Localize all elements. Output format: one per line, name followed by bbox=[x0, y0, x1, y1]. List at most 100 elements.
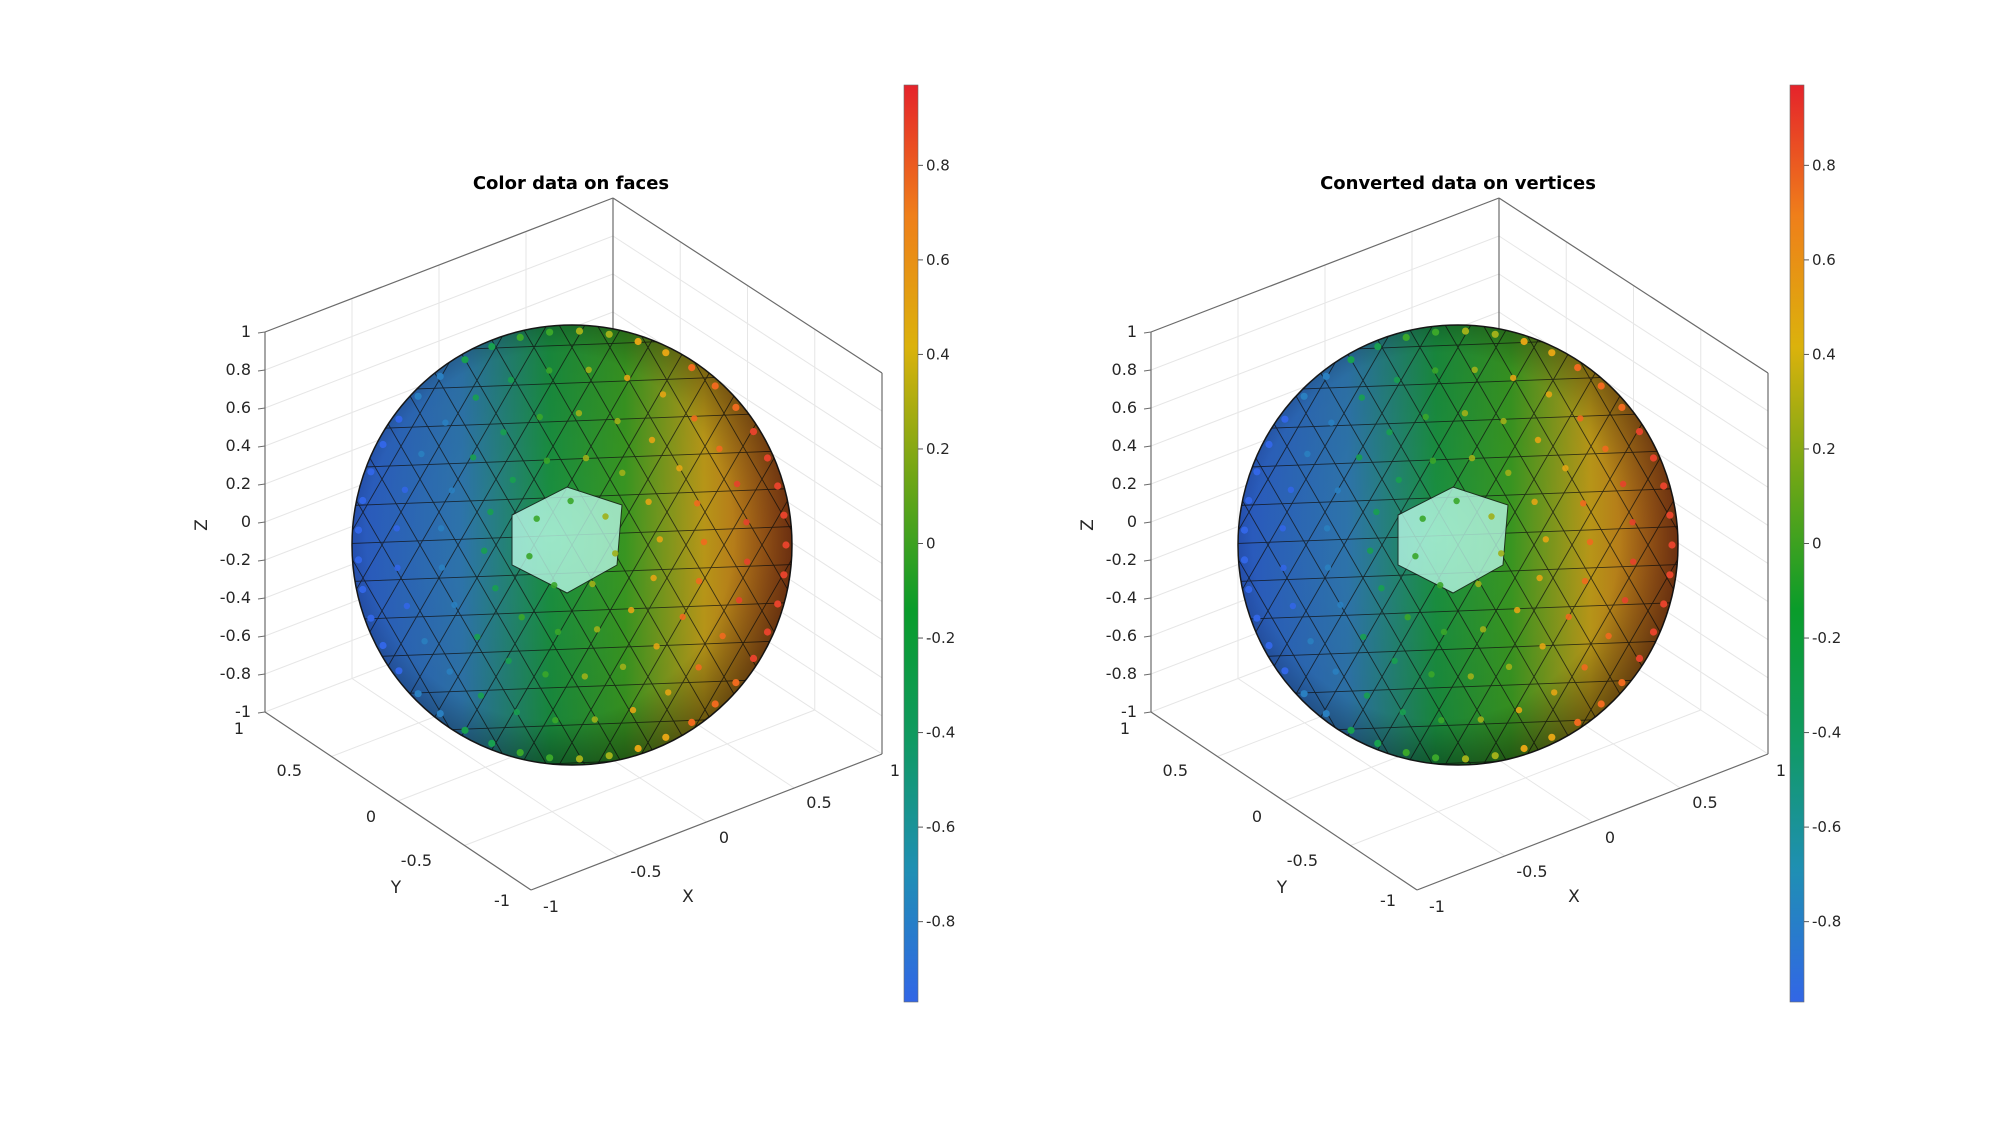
data-marker bbox=[1581, 664, 1588, 671]
data-marker bbox=[1304, 450, 1311, 458]
data-marker bbox=[1565, 613, 1572, 621]
x-tick-label: 0 bbox=[1605, 828, 1615, 847]
data-marker bbox=[418, 450, 425, 458]
data-marker bbox=[1498, 550, 1505, 557]
z-tick-mark bbox=[1143, 521, 1152, 524]
z-tick-mark bbox=[1143, 445, 1152, 448]
data-marker bbox=[582, 454, 590, 462]
z-tick-mark bbox=[257, 711, 266, 714]
colorbar-tick-label: -0.6 bbox=[1812, 818, 1841, 836]
data-marker bbox=[648, 436, 656, 444]
z-tick-mark bbox=[1143, 407, 1152, 410]
data-marker bbox=[1323, 525, 1331, 532]
colorbar-tick-label: 0.6 bbox=[1812, 251, 1836, 269]
z-tick-label: 0.8 bbox=[1112, 360, 1137, 379]
data-marker bbox=[1347, 356, 1355, 364]
y-tick-label: 0 bbox=[366, 807, 376, 826]
data-marker bbox=[585, 366, 592, 373]
mesh-line bbox=[1198, 905, 1718, 925]
z-tick-label: -0.4 bbox=[1106, 588, 1137, 607]
colorbar-tick-label: -0.4 bbox=[1812, 724, 1841, 742]
z-tick-label: -0.6 bbox=[1106, 626, 1137, 645]
data-marker bbox=[1438, 717, 1445, 724]
colorbar-tick-label: 0.4 bbox=[926, 345, 950, 363]
data-marker bbox=[749, 428, 758, 436]
data-marker bbox=[602, 513, 609, 520]
data-marker bbox=[1586, 538, 1594, 546]
axis-line bbox=[264, 711, 532, 891]
x-tick-label: 0.5 bbox=[1692, 793, 1717, 812]
sphere-shading bbox=[352, 325, 792, 765]
z-tick-mark bbox=[257, 521, 266, 524]
data-marker bbox=[1356, 454, 1363, 461]
data-marker bbox=[782, 541, 790, 549]
data-marker bbox=[1510, 374, 1517, 382]
mesh-line bbox=[42, 285, 342, 805]
x-tick-label: -0.5 bbox=[1516, 862, 1547, 881]
data-marker bbox=[367, 468, 375, 476]
data-marker bbox=[487, 508, 494, 516]
data-marker bbox=[526, 553, 533, 560]
colorbar-gradient bbox=[903, 84, 919, 1003]
data-marker bbox=[711, 700, 719, 708]
data-marker bbox=[1461, 327, 1470, 335]
data-marker bbox=[662, 733, 670, 741]
y-tick-label: -0.5 bbox=[1287, 851, 1318, 870]
data-marker bbox=[354, 556, 363, 564]
data-marker bbox=[589, 580, 596, 588]
z-tick-label: -0.8 bbox=[220, 664, 251, 683]
data-marker bbox=[1666, 571, 1674, 579]
data-marker bbox=[554, 628, 562, 636]
grid-line bbox=[464, 709, 815, 846]
z-tick-mark bbox=[257, 407, 266, 410]
z-tick-mark bbox=[1143, 331, 1152, 334]
data-marker bbox=[1477, 716, 1485, 723]
data-marker bbox=[1580, 500, 1587, 507]
data-marker bbox=[1300, 392, 1308, 400]
data-marker bbox=[500, 429, 507, 436]
sphere-left bbox=[42, 259, 832, 805]
data-marker bbox=[691, 415, 698, 422]
data-marker bbox=[719, 632, 726, 640]
z-tick-mark bbox=[257, 331, 266, 334]
data-marker bbox=[1412, 553, 1419, 560]
data-marker bbox=[505, 657, 512, 664]
z-tick-label: -0.2 bbox=[220, 550, 251, 569]
data-marker bbox=[436, 372, 444, 380]
z-tick-mark bbox=[1143, 369, 1152, 372]
data-marker bbox=[743, 519, 750, 526]
data-marker bbox=[488, 739, 496, 748]
data-marker bbox=[1300, 690, 1308, 698]
data-marker bbox=[1363, 692, 1371, 699]
data-marker bbox=[1386, 429, 1393, 436]
mesh-line bbox=[312, 259, 832, 279]
data-marker bbox=[1619, 480, 1627, 488]
z-tick-label: 0.6 bbox=[226, 398, 251, 417]
data-marker bbox=[567, 497, 574, 505]
z-tick-label: 1 bbox=[1127, 322, 1137, 341]
data-marker bbox=[1649, 454, 1658, 462]
z-tick-label: 0 bbox=[241, 512, 251, 531]
data-marker bbox=[533, 515, 540, 522]
data-marker bbox=[542, 671, 549, 678]
data-marker bbox=[1287, 486, 1295, 493]
data-marker bbox=[1491, 330, 1499, 338]
data-marker bbox=[359, 496, 367, 505]
data-marker bbox=[474, 633, 481, 641]
data-marker bbox=[1373, 508, 1380, 516]
data-marker bbox=[650, 574, 657, 582]
data-marker bbox=[1666, 511, 1674, 519]
data-marker bbox=[1240, 556, 1249, 564]
data-marker bbox=[700, 538, 708, 546]
data-marker bbox=[1461, 755, 1470, 763]
data-marker bbox=[1332, 668, 1339, 675]
data-marker bbox=[1475, 580, 1482, 588]
data-marker bbox=[1660, 482, 1668, 490]
z-tick-label: -1 bbox=[1121, 702, 1137, 721]
data-marker bbox=[653, 643, 660, 650]
data-marker bbox=[591, 716, 598, 723]
data-marker bbox=[763, 628, 772, 636]
colorbar-tick-label: 0 bbox=[1812, 535, 1822, 553]
z-tick-mark bbox=[257, 483, 266, 486]
data-marker bbox=[546, 367, 553, 374]
